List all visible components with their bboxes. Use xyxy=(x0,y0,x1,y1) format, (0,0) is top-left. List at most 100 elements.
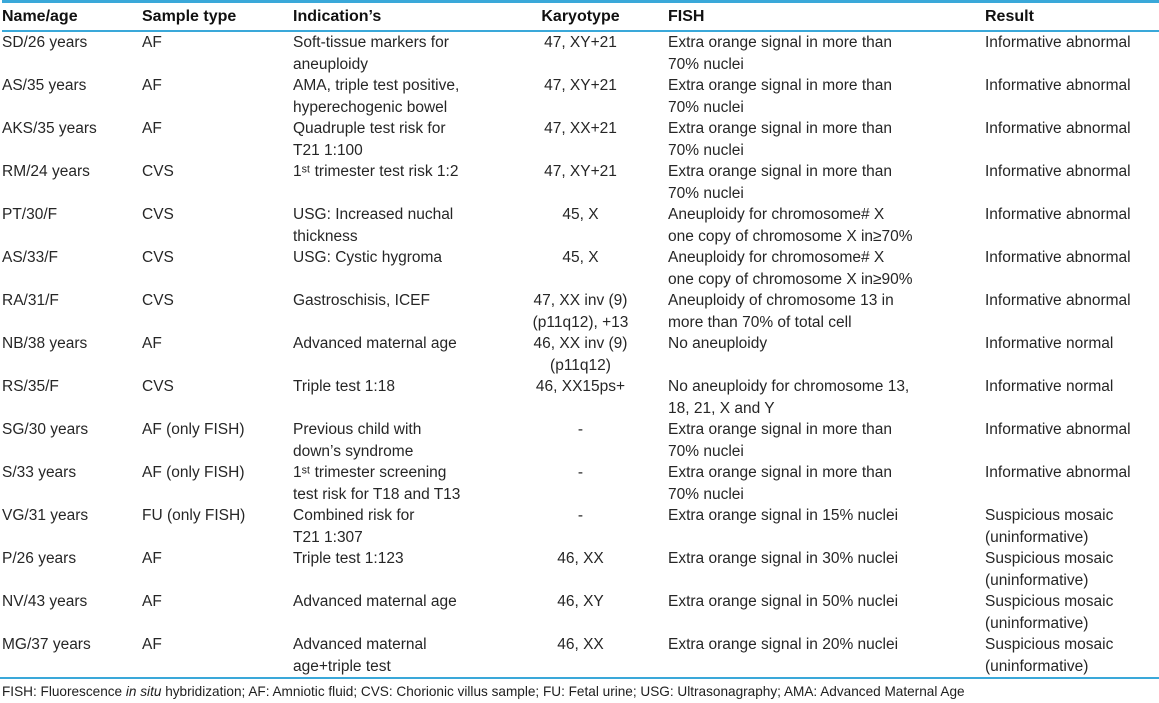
cell-result: Informative abnormal xyxy=(985,464,1131,481)
cell-name: VG/31 years xyxy=(2,507,89,524)
cell-indication: 1ˢᵗ trimester screening test risk for T1… xyxy=(293,464,461,503)
cell-name: S/33 years xyxy=(2,464,77,481)
table-row: MG/37 years AF Advanced maternal age+tripl… xyxy=(2,634,1159,677)
cell-result: Suspicious mosaic (uninformative) xyxy=(985,636,1114,675)
cell-result: Informative abnormal xyxy=(985,206,1131,223)
results-table: Name/age Sample type Indication’s Karyot… xyxy=(2,0,1159,677)
cell-result: Informative normal xyxy=(985,378,1114,395)
cell-name: RS/35/F xyxy=(2,378,59,395)
cell-karyotype: 46, XX xyxy=(557,636,604,653)
footnote-text-prefix: FISH: Fluorescence xyxy=(2,684,126,699)
cell-karyotype: 45, X xyxy=(562,249,599,266)
cell-sample: AF (only FISH) xyxy=(142,464,245,481)
cell-karyotype: 46, XX xyxy=(557,550,604,567)
cell-karyotype: 47, XX+21 xyxy=(544,120,617,137)
cell-name: RA/31/F xyxy=(2,292,59,309)
cell-result: Suspicious mosaic (uninformative) xyxy=(985,593,1114,632)
cell-karyotype: - xyxy=(577,464,584,481)
cell-sample: AF xyxy=(142,550,162,567)
table-body: SD/26 years AF Soft-tissue markers for ane… xyxy=(2,31,1159,677)
cell-result: Informative abnormal xyxy=(985,292,1131,309)
cell-sample: AF xyxy=(142,335,162,352)
cell-name: P/26 years xyxy=(2,550,77,567)
table-row: PT/30/F CVS USG: Increased nuchal thicknes… xyxy=(2,204,1159,247)
column-header-fish: FISH xyxy=(668,0,985,32)
cell-result: Informative abnormal xyxy=(985,163,1131,180)
cell-fish: Aneuploidy of chromosome 13 in more than… xyxy=(668,292,894,331)
column-header-name-age: Name/age xyxy=(2,0,142,32)
cell-fish: No aneuploidy for chromosome 13, 18, 21,… xyxy=(668,378,910,417)
cell-indication: Advanced maternal age+triple test xyxy=(293,636,427,675)
cell-fish: Extra orange signal in more than 70% nuc… xyxy=(668,120,893,159)
cell-sample: AF xyxy=(142,593,162,610)
table-row: SD/26 years AF Soft-tissue markers for ane… xyxy=(2,31,1159,75)
table-row: RA/31/F CVS Gastroschisis, ICEF 47, XX inv … xyxy=(2,290,1159,333)
cell-fish: Extra orange signal in 15% nuclei xyxy=(668,507,899,524)
table-row: AS/33/F CVS USG: Cystic hygroma 45, X Aneupl… xyxy=(2,247,1159,290)
cell-indication: AMA, triple test positive, hyperechogeni… xyxy=(293,77,460,116)
cell-sample: AF xyxy=(142,636,162,653)
cell-indication: USG: Increased nuchal thickness xyxy=(293,206,454,245)
cell-fish: Extra orange signal in 20% nuclei xyxy=(668,636,899,653)
cell-sample: CVS xyxy=(142,206,174,223)
cell-name: PT/30/F xyxy=(2,206,58,223)
cell-fish: No aneuploidy xyxy=(668,335,768,352)
cell-name: RM/24 years xyxy=(2,163,90,180)
cell-indication: Previous child with down’s syndrome xyxy=(293,421,422,460)
cell-fish: Extra orange signal in more than 70% nuc… xyxy=(668,77,893,116)
cell-name: AS/35 years xyxy=(2,77,87,94)
cell-sample: CVS xyxy=(142,249,174,266)
column-header-result: Result xyxy=(985,0,1159,32)
table-row: NB/38 years AF Advanced maternal age 46, XX… xyxy=(2,333,1159,376)
cell-karyotype: 45, X xyxy=(562,206,599,223)
cell-karyotype: - xyxy=(577,421,584,438)
cell-indication: Soft-tissue markers for aneuploidy xyxy=(293,34,449,73)
cell-result: Suspicious mosaic (uninformative) xyxy=(985,507,1114,546)
cell-karyotype: 47, XY+21 xyxy=(544,77,617,94)
footnote-text-suffix: hybridization; AF: Amniotic fluid; CVS: … xyxy=(161,684,965,699)
cell-indication: Triple test 1:123 xyxy=(293,550,404,567)
cell-sample: CVS xyxy=(142,292,174,309)
table-footnote: FISH: Fluorescence in situ hybridization… xyxy=(0,677,1159,700)
table-row: AS/35 years AF AMA, triple test positive, … xyxy=(2,75,1159,118)
cell-fish: Extra orange signal in more than 70% nuc… xyxy=(668,163,893,202)
cell-result: Informative abnormal xyxy=(985,421,1131,438)
table-row: NV/43 years AF Advanced maternal age 46, XY… xyxy=(2,591,1159,634)
column-header-indications: Indication’s xyxy=(293,0,493,32)
cell-sample: FU (only FISH) xyxy=(142,507,246,524)
table-row: S/33 years AF (only FISH) 1ˢᵗ trimester sc… xyxy=(2,462,1159,505)
cell-karyotype: 47, XY+21 xyxy=(544,163,617,180)
cell-karyotype: 46, XY xyxy=(557,593,604,610)
cell-fish: Aneuploidy for chromosome# X one copy of… xyxy=(668,249,913,288)
cell-karyotype: 47, XX inv (9) (p11q12), +13 xyxy=(532,292,629,331)
cell-indication: Triple test 1:18 xyxy=(293,378,395,395)
cell-fish: Aneuploidy for chromosome# X one copy of… xyxy=(668,206,913,245)
table-header-row: Name/age Sample type Indication’s Karyot… xyxy=(2,0,1159,32)
cell-result: Informative normal xyxy=(985,335,1114,352)
cell-indication: Quadruple test risk for T21 1:100 xyxy=(293,120,446,159)
table-row: VG/31 years FU (only FISH) Combined risk f… xyxy=(2,505,1159,548)
cell-indication: Gastroschisis, ICEF xyxy=(293,292,430,309)
column-header-karyotype: Karyotype xyxy=(493,0,668,32)
cell-fish: Extra orange signal in more than 70% nuc… xyxy=(668,34,893,73)
cell-karyotype: - xyxy=(577,507,584,524)
table-row: SG/30 years AF (only FISH) Previous child … xyxy=(2,419,1159,462)
cell-result: Informative abnormal xyxy=(985,34,1131,51)
table-row: RS/35/F CVS Triple test 1:18 46, XX15ps+ No … xyxy=(2,376,1159,419)
cell-indication: Combined risk for T21 1:307 xyxy=(293,507,415,546)
cell-name: MG/37 years xyxy=(2,636,91,653)
cell-name: NV/43 years xyxy=(2,593,88,610)
cell-name: AKS/35 years xyxy=(2,120,97,137)
cell-name: SD/26 years xyxy=(2,34,88,51)
table-row: RM/24 years CVS 1ˢᵗ trimester test risk 1:… xyxy=(2,161,1159,204)
cell-fish: Extra orange signal in 50% nuclei xyxy=(668,593,899,610)
cell-name: AS/33/F xyxy=(2,249,58,266)
cell-result: Informative abnormal xyxy=(985,77,1131,94)
cell-sample: AF xyxy=(142,34,162,51)
cell-indication: Advanced maternal age xyxy=(293,593,457,610)
cell-sample: CVS xyxy=(142,163,174,180)
cell-sample: CVS xyxy=(142,378,174,395)
column-header-sample-type: Sample type xyxy=(142,0,293,32)
cell-fish: Extra orange signal in more than 70% nuc… xyxy=(668,464,893,503)
table-row: AKS/35 years AF Quadruple test risk for T2… xyxy=(2,118,1159,161)
